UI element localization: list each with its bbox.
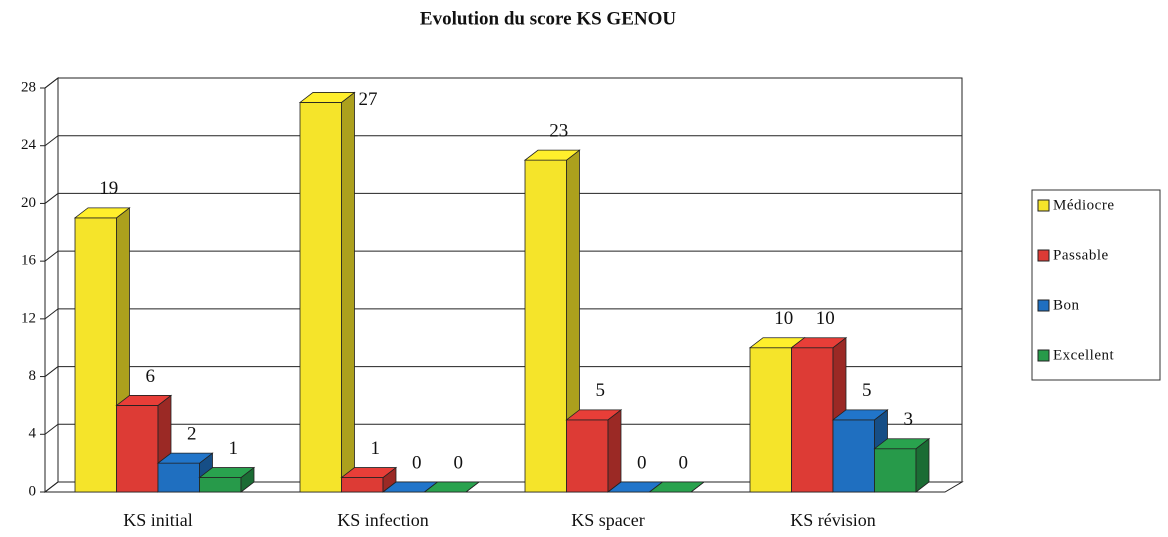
data-label: 0 (454, 452, 464, 473)
bar-top (831, 409, 889, 421)
legend-label: Passable (1053, 247, 1109, 263)
data-label: 3 (904, 409, 914, 430)
x-tick-label: KS infection (337, 510, 429, 530)
grid-line (44, 423, 59, 435)
grid-line (44, 308, 59, 320)
y-tick-label: 4 (29, 426, 37, 442)
bar-top (73, 207, 131, 219)
bar-top (198, 467, 256, 478)
bar-top (565, 409, 623, 421)
legend-label: Médiocre (1053, 197, 1114, 213)
data-label: 1 (371, 438, 381, 459)
data-label: 0 (679, 452, 689, 473)
legend-swatch (1037, 249, 1050, 262)
grid-line (44, 193, 59, 204)
data-label: 2 (187, 424, 197, 445)
data-label: 0 (412, 452, 422, 473)
y-tick-label: 8 (29, 368, 37, 384)
data-label: 10 (816, 308, 835, 329)
data-label: 5 (596, 380, 606, 401)
data-label: 5 (862, 380, 872, 401)
bar-top (156, 452, 214, 464)
bar-front (524, 159, 567, 493)
legend-swatch (1037, 199, 1050, 212)
y-tick-label: 20 (21, 195, 36, 211)
legend-swatch (1037, 299, 1050, 312)
grid-line (44, 77, 59, 89)
bar-top (115, 395, 173, 406)
bar-front (299, 102, 342, 493)
x-tick-label: KS révision (790, 510, 876, 530)
bar-front (566, 419, 609, 493)
bar-top (298, 92, 356, 103)
bar-top (648, 481, 706, 493)
bar-front (749, 347, 792, 493)
grid-line (44, 366, 59, 377)
grid-line (44, 135, 59, 147)
grid-line (44, 481, 59, 493)
bar-front (832, 419, 875, 493)
bar-side (341, 91, 355, 493)
bar-front (874, 448, 917, 493)
bar-front (74, 217, 117, 493)
legend-swatch (1037, 349, 1050, 362)
bar-front (157, 462, 200, 493)
bar-front (791, 347, 834, 493)
bar-front (116, 405, 159, 493)
x-tick-label: KS initial (123, 510, 193, 530)
data-label: 10 (774, 308, 793, 329)
y-tick-label: 12 (21, 310, 36, 326)
data-label: 19 (99, 178, 118, 199)
data-label: 23 (549, 121, 568, 142)
y-tick-label: 24 (21, 137, 37, 153)
x-tick-label: KS spacer (571, 510, 644, 530)
bar-side (607, 409, 622, 493)
legend-label: Bon (1053, 297, 1080, 313)
bar-top (340, 467, 398, 478)
bar-top (873, 438, 931, 450)
y-tick-label: 0 (29, 483, 37, 499)
y-tick-label: 28 (21, 79, 36, 95)
legend-label: Excellent (1053, 347, 1114, 363)
chart-title: Evolution du score KS GENOU (420, 8, 676, 29)
data-label: 6 (146, 366, 156, 387)
data-label: 0 (637, 452, 647, 473)
bar-front (199, 477, 242, 493)
y-tick-label: 16 (21, 253, 37, 269)
legend-box (1031, 189, 1161, 381)
bar-front (341, 477, 384, 493)
bar-top (523, 149, 581, 161)
data-label: 27 (359, 89, 378, 110)
bar-top (423, 481, 481, 493)
data-label: 1 (229, 438, 239, 459)
grid-line (44, 250, 59, 262)
bar-top (790, 337, 848, 349)
